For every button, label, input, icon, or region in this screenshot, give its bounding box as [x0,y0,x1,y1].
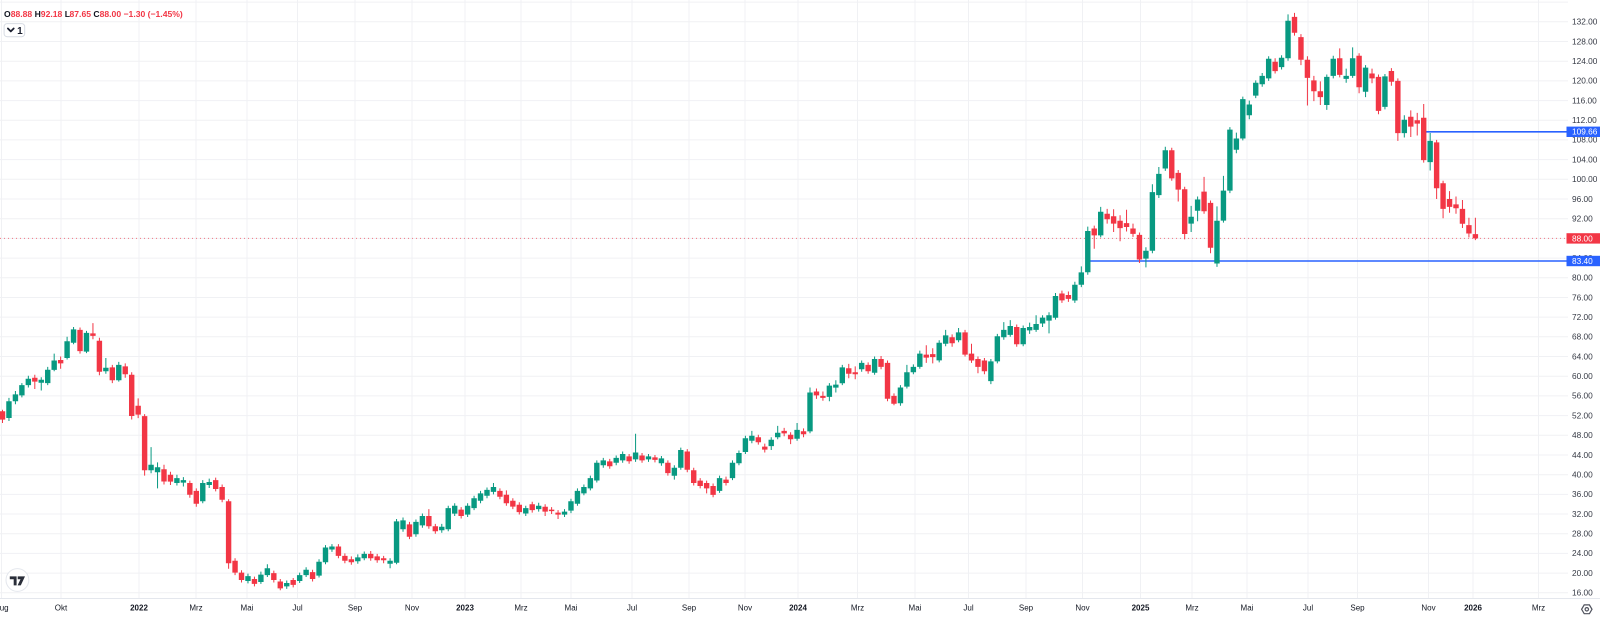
svg-text:Nov: Nov [405,604,419,613]
svg-text:Nov: Nov [1075,604,1089,613]
svg-text:83.40: 83.40 [1572,256,1593,266]
svg-text:Mai: Mai [1241,604,1254,613]
svg-text:Mai: Mai [565,604,578,613]
svg-text:72.00: 72.00 [1572,312,1593,322]
svg-text:Sep: Sep [682,604,697,613]
svg-text:24.00: 24.00 [1572,548,1593,558]
svg-text:Mrz: Mrz [1532,604,1545,613]
svg-text:92.18: 92.18 [41,9,63,19]
svg-text:128.00: 128.00 [1572,36,1598,46]
svg-text:32.00: 32.00 [1572,509,1593,519]
svg-text:76.00: 76.00 [1572,292,1593,302]
svg-text:116.00: 116.00 [1572,95,1597,105]
svg-text:44.00: 44.00 [1572,450,1593,460]
svg-text:60.00: 60.00 [1572,371,1593,381]
svg-text:Mrz: Mrz [514,604,527,613]
svg-text:112.00: 112.00 [1572,115,1597,125]
svg-text:56.00: 56.00 [1572,391,1593,401]
svg-text:Mai: Mai [241,604,254,613]
svg-text:Sep: Sep [1350,604,1365,613]
svg-text:Jul: Jul [627,604,637,613]
svg-text:104.00: 104.00 [1572,154,1598,164]
svg-text:68.00: 68.00 [1572,332,1593,342]
svg-text:Sep: Sep [348,604,363,613]
svg-text:Mrz: Mrz [851,604,864,613]
svg-text:88.00: 88.00 [100,9,122,19]
svg-text:Okt: Okt [55,604,68,613]
svg-text:109.66: 109.66 [1572,127,1598,137]
svg-text:20.00: 20.00 [1572,568,1593,578]
svg-text:2023: 2023 [456,604,474,613]
svg-text:96.00: 96.00 [1572,194,1593,204]
svg-text:16.00: 16.00 [1572,588,1593,598]
svg-text:Jul: Jul [1303,604,1313,613]
svg-text:Jul: Jul [963,604,973,613]
svg-text:Nov: Nov [738,604,752,613]
svg-text:120.00: 120.00 [1572,76,1598,86]
svg-text:52.00: 52.00 [1572,410,1593,420]
svg-text:100.00: 100.00 [1572,174,1598,184]
svg-text:2024: 2024 [789,604,807,613]
svg-text:28.00: 28.00 [1572,529,1593,539]
svg-text:2025: 2025 [1132,604,1150,613]
svg-text:Mai: Mai [909,604,922,613]
svg-text:132.00: 132.00 [1572,17,1598,27]
svg-text:88.00: 88.00 [1572,233,1593,243]
svg-text:Mrz: Mrz [1185,604,1198,613]
svg-text:88.88: 88.88 [11,9,33,19]
svg-text:48.00: 48.00 [1572,430,1593,440]
svg-text:Nov: Nov [1421,604,1435,613]
svg-text:Jul: Jul [292,604,302,613]
svg-text:92.00: 92.00 [1572,214,1593,224]
svg-text:2022: 2022 [130,604,148,613]
svg-text:2026: 2026 [1464,604,1482,613]
svg-text:−1.30 (−1.45%): −1.30 (−1.45%) [124,9,183,19]
svg-text:36.00: 36.00 [1572,489,1593,499]
svg-text:124.00: 124.00 [1572,56,1598,66]
svg-text:Mrz: Mrz [189,604,202,613]
svg-text:64.00: 64.00 [1572,351,1593,361]
svg-text:40.00: 40.00 [1572,470,1593,480]
svg-text:Sep: Sep [1019,604,1034,613]
svg-text:87.65: 87.65 [70,9,92,19]
svg-text:80.00: 80.00 [1572,273,1593,283]
svg-text:Aug: Aug [0,604,9,613]
svg-text:1: 1 [17,26,23,37]
